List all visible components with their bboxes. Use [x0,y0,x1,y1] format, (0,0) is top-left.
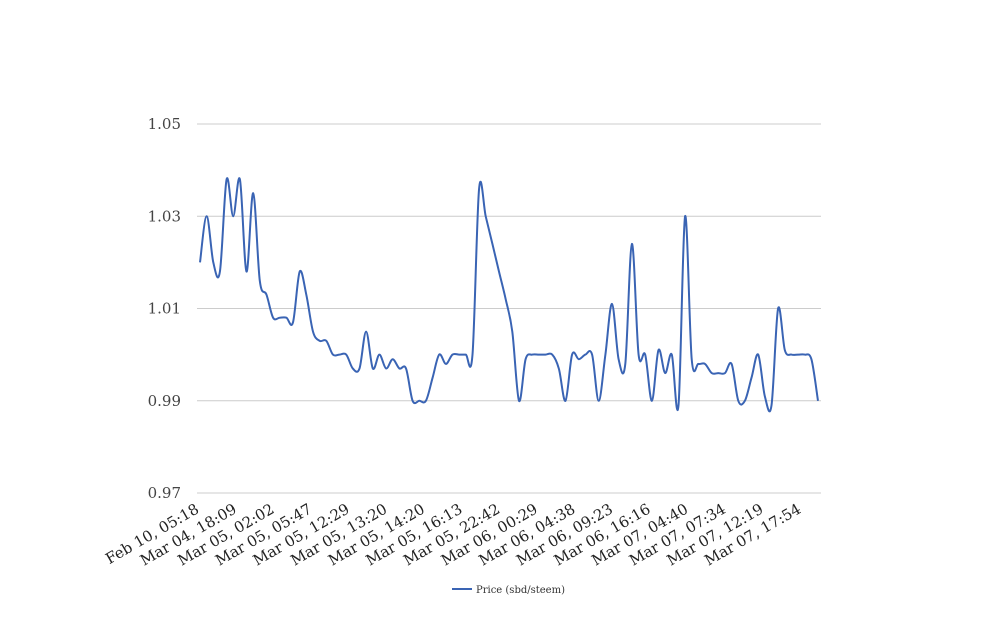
y-tick-label: 1.05 [148,115,181,133]
y-tick-label: 0.97 [148,484,181,502]
series-lines [199,177,819,413]
y-axis-ticks: 0.97 0.99 1.01 1.03 1.05 [148,115,181,502]
legend: Price (sbd/steem) [452,585,565,596]
y-tick-label: 1.01 [148,300,181,318]
grid-lines [197,123,821,494]
y-tick-label: 1.03 [148,207,181,225]
y-tick-label: 0.99 [148,392,181,410]
legend-label: Price (sbd/steem) [476,585,565,596]
series-line-0 [199,177,819,413]
